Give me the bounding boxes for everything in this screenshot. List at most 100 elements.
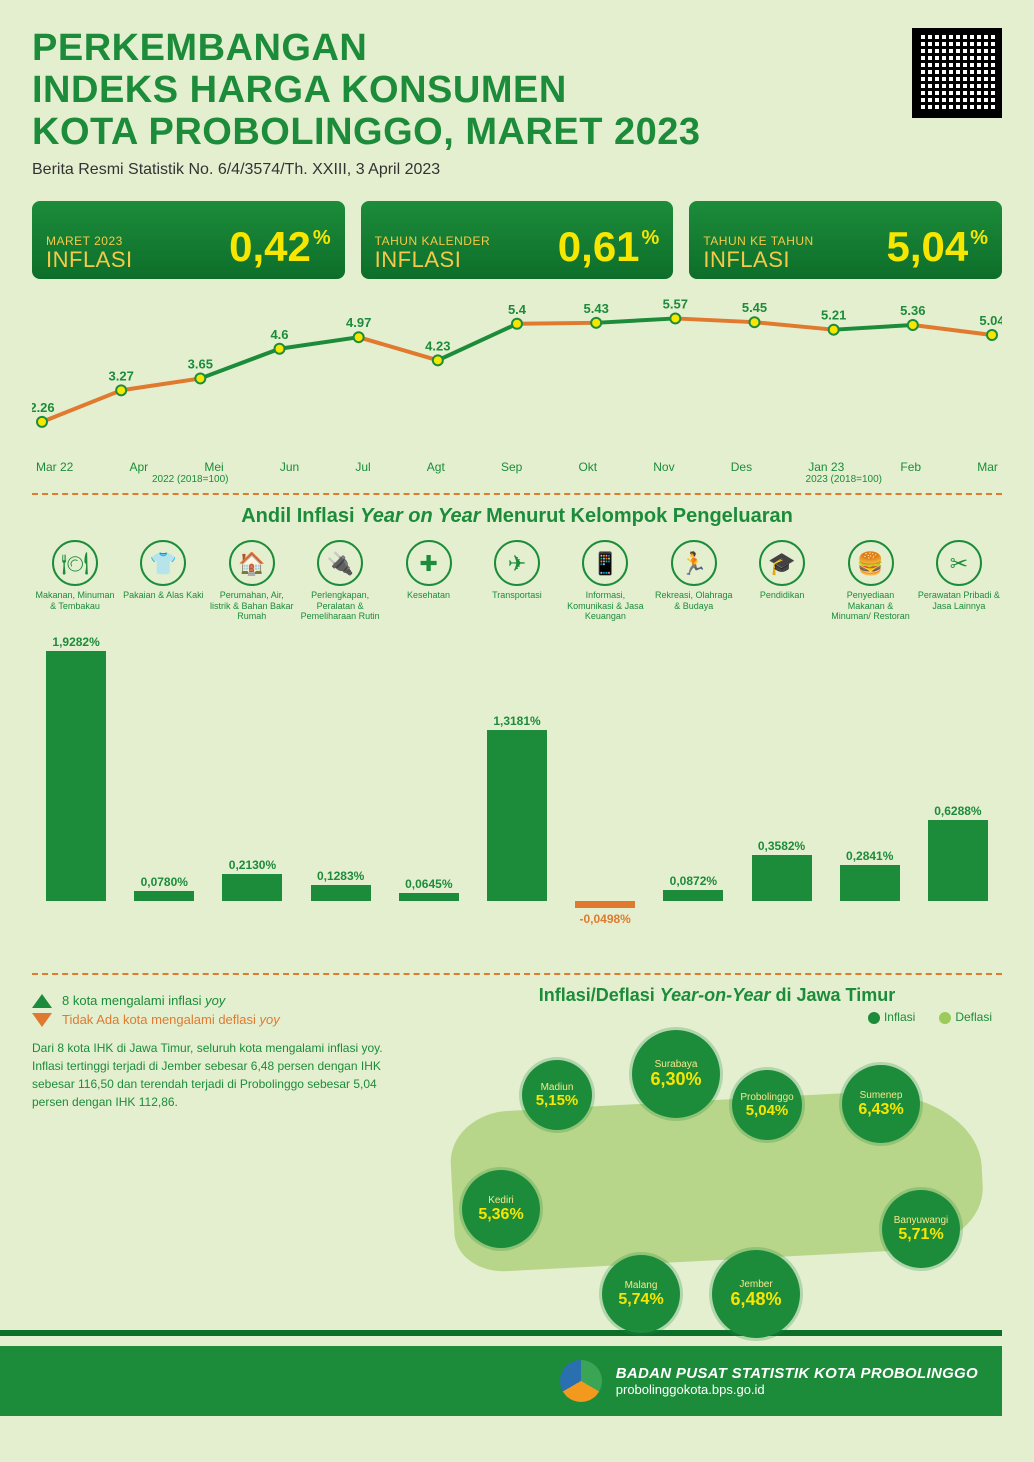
category-label: Perumahan, Air, listrik & Bahan Bakar Ru… [209, 590, 295, 621]
category-label: Perlengkapan, Peralatan & Pemeliharaan R… [297, 590, 383, 621]
yoy-bar [575, 901, 635, 907]
yoy-bar-label: -0,0498% [560, 912, 650, 926]
city-name: Sumenep [860, 1090, 903, 1101]
yoy-bar-label: 0,6288% [913, 804, 1003, 818]
category-label: Penyediaan Makanan & Minuman/ Restoran [828, 590, 914, 621]
city-value: 5,74% [618, 1291, 663, 1309]
category-icon: 🍔 [848, 540, 894, 586]
yoy-section-title: Andil Inflasi Year on Year Menurut Kelom… [32, 505, 1002, 528]
city-bubble: Malang5,74% [602, 1255, 680, 1333]
category-item: ✈Transportasi [474, 540, 560, 621]
category-item: 🍽Makanan, Minuman & Tembakau [32, 540, 118, 621]
category-label: Pendidikan [739, 590, 825, 600]
x-label: Okt [578, 460, 597, 474]
yoy-bar-label: 0,0780% [119, 875, 209, 889]
yoy-bar-area: 1,9282%0,0780%0,2130%0,1283%0,0645%1,318… [32, 625, 1002, 925]
legend-box: 8 kota mengalami inflasi yoy Tidak Ada k… [32, 993, 432, 1027]
category-item: 🔌 Perlengkapan, Peralatan & Pemeliharaan … [297, 540, 383, 621]
category-item: 🏃 Rekreasi, Olahraga & Budaya [651, 540, 737, 621]
inflation-card-month: MARET 2023 INFLASI 0,42% [32, 201, 345, 279]
svg-text:4.23: 4.23 [425, 339, 450, 354]
yoy-bar-label: 0,2841% [825, 849, 915, 863]
city-value: 6,30% [650, 1070, 701, 1090]
category-icon: 🔌 [317, 540, 363, 586]
x-label: Nov [653, 460, 674, 474]
map-right-panel: Inflasi/Deflasi Year-on-Year di Jawa Tim… [432, 985, 1002, 1330]
card-period: TAHUN KE TAHUN [703, 235, 813, 247]
city-bubble: Jember6,48% [712, 1250, 800, 1338]
category-label: Informasi, Komunikasi & Jasa Keuangan [562, 590, 648, 621]
yoy-categories: 🍽Makanan, Minuman & Tembakau 👕 Pakaian & A… [32, 540, 1002, 621]
city-bubble: Banyuwangi5,71% [882, 1190, 960, 1268]
triangle-down-icon [32, 1013, 52, 1027]
yoy-bar [663, 890, 723, 901]
footer-bar [0, 1330, 1002, 1336]
city-value: 5,71% [898, 1226, 943, 1244]
card-value: 0,42% [229, 223, 331, 271]
category-item: 🏠Perumahan, Air, listrik & Bahan Bakar R… [209, 540, 295, 621]
footer-text: BADAN PUSAT STATISTIK KOTA PROBOLINGGO p… [616, 1365, 978, 1397]
x-label: Jul [355, 460, 370, 474]
note-2022: 2022 (2018=100) [152, 474, 228, 485]
category-icon: 🍽 [52, 540, 98, 586]
card-label: INFLASI [46, 249, 133, 271]
city-value: 6,48% [730, 1290, 781, 1310]
category-item: 🎓Pendidikan [739, 540, 825, 621]
svg-text:5.57: 5.57 [663, 297, 688, 312]
card-value: 5,04% [886, 223, 988, 271]
map-canvas: Madiun5,15%Surabaya6,30%Probolinggo5,04%… [432, 1030, 1002, 1330]
category-icon: 👕 [140, 540, 186, 586]
x-label: Agt [427, 460, 445, 474]
infographic-page: PERKEMBANGAN INDEKS HARGA KONSUMEN KOTA … [0, 0, 1034, 1330]
city-bubble: Kediri5,36% [462, 1170, 540, 1248]
x-label: Sep [501, 460, 522, 474]
svg-text:4.6: 4.6 [270, 327, 288, 342]
x-label: Des [731, 460, 752, 474]
category-icon: ✂ [936, 540, 982, 586]
svg-text:3.27: 3.27 [109, 369, 134, 384]
category-item: 🍔 Penyediaan Makanan & Minuman/ Restoran [828, 540, 914, 621]
legend-inflasi-text: 8 kota mengalami inflasi yoy [62, 993, 225, 1008]
legend-inflasi-row: 8 kota mengalami inflasi yoy [32, 993, 432, 1008]
yoy-bar [134, 891, 194, 901]
x-label: Jun [280, 460, 299, 474]
map-legend-deflasi: Deflasi [939, 1010, 992, 1024]
x-label: Mei [204, 460, 223, 474]
card-period: TAHUN KALENDER [375, 235, 490, 247]
line-chart-x-labels: Mar 22AprMeiJunJulAgtSepOktNovDesJan 23F… [32, 460, 1002, 474]
category-icon: ✚ [406, 540, 452, 586]
main-title: PERKEMBANGAN INDEKS HARGA KONSUMEN KOTA … [32, 28, 701, 153]
svg-text:5.04: 5.04 [979, 313, 1002, 328]
category-item: 📱Informasi, Komunikasi & Jasa Keuangan [562, 540, 648, 621]
category-label: Rekreasi, Olahraga & Budaya [651, 590, 737, 611]
x-label: Mar [977, 460, 998, 474]
map-section: 8 kota mengalami inflasi yoy Tidak Ada k… [32, 985, 1002, 1330]
category-icon: 🏃 [671, 540, 717, 586]
city-bubble: Sumenep6,43% [842, 1065, 920, 1143]
inflation-card-yoy: TAHUN KE TAHUN INFLASI 5,04% [689, 201, 1002, 279]
yoy-bar [487, 730, 547, 901]
category-icon: ✈ [494, 540, 540, 586]
category-item: ✚ Kesehatan [386, 540, 472, 621]
line-chart-svg: 2.263.273.654.64.974.235.45.435.575.455.… [32, 285, 1002, 455]
yoy-bar [928, 820, 988, 902]
svg-text:5.4: 5.4 [508, 302, 527, 317]
dot-icon [939, 1012, 951, 1024]
svg-text:5.21: 5.21 [821, 308, 846, 323]
footer: BADAN PUSAT STATISTIK KOTA PROBOLINGGO p… [0, 1346, 1002, 1416]
title-line-1: PERKEMBANGAN [32, 27, 367, 69]
svg-text:4.97: 4.97 [346, 316, 371, 331]
city-value: 5,04% [746, 1103, 789, 1120]
yoy-bar-label: 1,9282% [31, 635, 121, 649]
description-text: Dari 8 kota IHK di Jawa Timur, seluruh k… [32, 1039, 392, 1111]
yoy-bar-label: 0,3582% [737, 839, 827, 853]
bps-logo-icon [560, 1360, 602, 1402]
title-block: PERKEMBANGAN INDEKS HARGA KONSUMEN KOTA … [32, 28, 701, 179]
category-label: Pakaian & Alas Kaki [120, 590, 206, 600]
map-left-panel: 8 kota mengalami inflasi yoy Tidak Ada k… [32, 985, 432, 1330]
city-name: Banyuwangi [894, 1215, 948, 1226]
city-bubble: Madiun5,15% [522, 1060, 592, 1130]
svg-text:3.65: 3.65 [188, 357, 213, 372]
legend-deflasi-row: Tidak Ada kota mengalami deflasi yoy [32, 1012, 432, 1027]
category-label: Kesehatan [386, 590, 472, 600]
